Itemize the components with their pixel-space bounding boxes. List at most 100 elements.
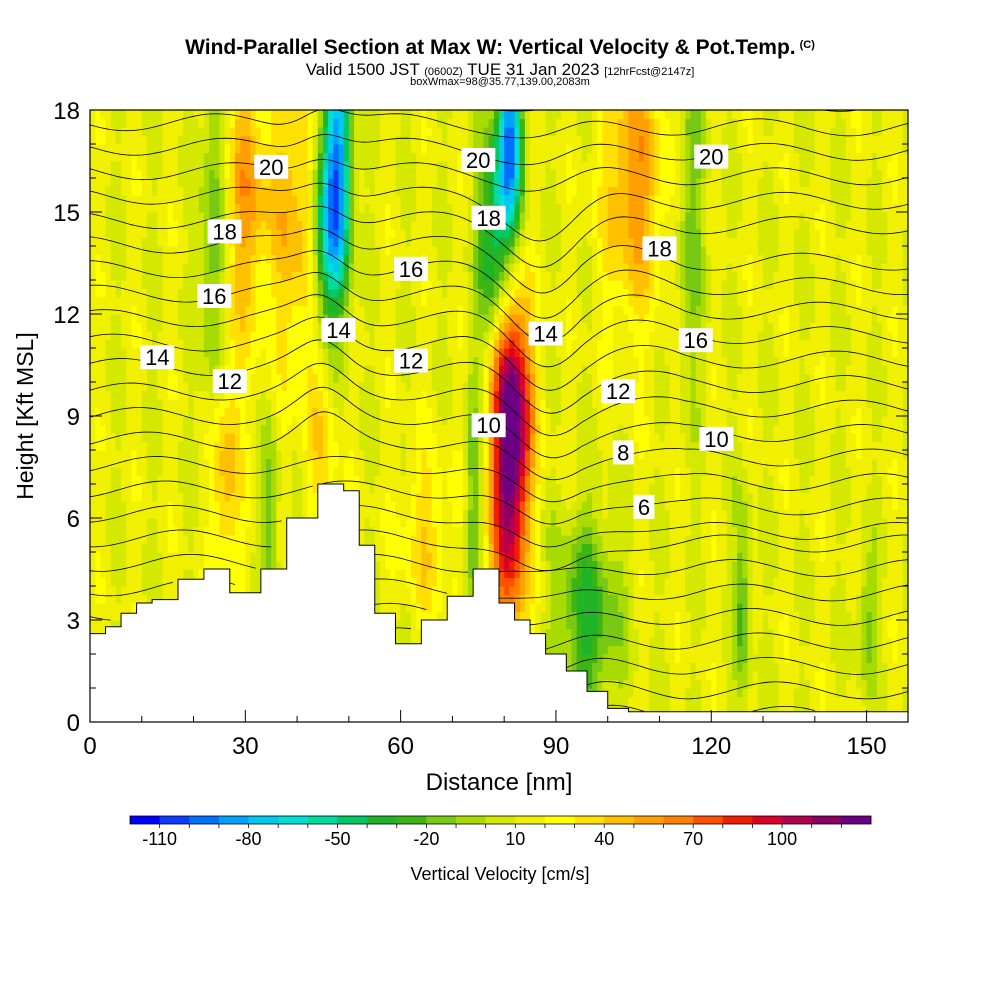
velocity-cell — [374, 331, 381, 341]
velocity-cell — [379, 152, 386, 162]
velocity-cell — [374, 543, 381, 553]
velocity-cell — [276, 458, 283, 468]
velocity-cell — [442, 373, 448, 383]
velocity-cell — [183, 356, 189, 366]
velocity-cell — [146, 475, 153, 485]
velocity-cell — [343, 118, 350, 128]
velocity-cell — [100, 535, 107, 545]
velocity-cell — [343, 305, 350, 315]
velocity-cell — [379, 501, 386, 511]
velocity-cell — [167, 331, 174, 341]
velocity-cell — [442, 305, 448, 315]
velocity-cell — [100, 229, 107, 239]
velocity-cell — [276, 501, 283, 511]
velocity-cell — [136, 484, 143, 494]
velocity-cell — [405, 526, 412, 536]
velocity-cell — [234, 169, 241, 179]
velocity-cell — [333, 475, 340, 485]
velocity-cell — [312, 356, 319, 366]
velocity-cell — [167, 450, 174, 460]
velocity-cell — [338, 161, 345, 171]
velocity-cell — [307, 492, 314, 502]
velocity-cell — [426, 271, 433, 281]
velocity-cell — [131, 433, 138, 443]
velocity-cell — [291, 280, 298, 290]
velocity-cell — [121, 297, 127, 307]
velocity-cell — [410, 637, 417, 647]
velocity-cell — [126, 203, 133, 213]
velocity-cell — [431, 118, 438, 128]
velocity-cell — [276, 144, 283, 154]
velocity-cell — [348, 271, 355, 281]
velocity-cell — [255, 484, 262, 494]
velocity-cell — [95, 246, 101, 256]
velocity-cell — [431, 424, 438, 434]
velocity-cell — [359, 509, 365, 519]
velocity-cell — [193, 467, 200, 477]
velocity-cell — [271, 118, 277, 128]
velocity-cell — [95, 594, 101, 604]
velocity-cell — [90, 603, 96, 613]
velocity-cell — [276, 467, 283, 477]
velocity-cell — [131, 118, 138, 128]
velocity-cell — [110, 603, 117, 613]
velocity-cell — [302, 144, 309, 154]
velocity-cell — [400, 246, 407, 256]
velocity-cell — [152, 373, 158, 383]
velocity-cell — [405, 424, 412, 434]
velocity-cell — [188, 399, 195, 409]
velocity-cell — [229, 305, 236, 315]
velocity-cell — [322, 356, 329, 366]
velocity-cell — [100, 603, 107, 613]
velocity-cell — [379, 178, 386, 188]
velocity-cell — [291, 441, 298, 451]
velocity-cell — [307, 288, 314, 298]
velocity-cell — [183, 399, 189, 409]
velocity-cell — [100, 305, 107, 315]
velocity-cell — [157, 118, 164, 128]
velocity-cell — [157, 526, 164, 536]
velocity-cell — [328, 118, 334, 128]
velocity-cell — [105, 356, 112, 366]
velocity-cell — [374, 586, 381, 596]
velocity-cell — [379, 399, 386, 409]
velocity-cell — [162, 458, 169, 468]
velocity-cell — [152, 441, 158, 451]
velocity-cell — [234, 501, 241, 511]
velocity-cell — [141, 339, 148, 349]
velocity-cell — [110, 288, 117, 298]
velocity-cell — [276, 552, 283, 562]
velocity-cell — [266, 390, 272, 400]
velocity-cell — [193, 152, 200, 162]
velocity-cell — [121, 365, 127, 375]
velocity-cell — [100, 501, 107, 511]
velocity-cell — [302, 322, 309, 332]
velocity-cell — [307, 365, 314, 375]
velocity-cell — [178, 467, 184, 477]
velocity-cell — [141, 390, 148, 400]
velocity-cell — [126, 254, 133, 264]
velocity-cell — [436, 203, 443, 213]
velocity-cell — [297, 263, 303, 273]
velocity-cell — [317, 263, 324, 273]
velocity-cell — [302, 263, 309, 273]
velocity-cell — [379, 552, 386, 562]
velocity-cell — [426, 577, 433, 587]
velocity-cell — [90, 195, 96, 205]
velocity-cell — [198, 305, 205, 315]
velocity-cell — [162, 144, 169, 154]
velocity-cell — [281, 433, 288, 443]
velocity-cell — [297, 433, 303, 443]
velocity-cell — [90, 203, 96, 213]
velocity-cell — [105, 118, 112, 128]
velocity-cell — [146, 127, 153, 137]
velocity-cell — [193, 186, 200, 196]
velocity-cell — [431, 509, 438, 519]
velocity-cell — [379, 543, 386, 553]
velocity-cell — [162, 220, 169, 230]
velocity-cell — [307, 135, 314, 145]
velocity-cell — [385, 356, 391, 366]
velocity-cell — [100, 203, 107, 213]
velocity-cell — [276, 280, 283, 290]
velocity-cell — [338, 237, 345, 247]
